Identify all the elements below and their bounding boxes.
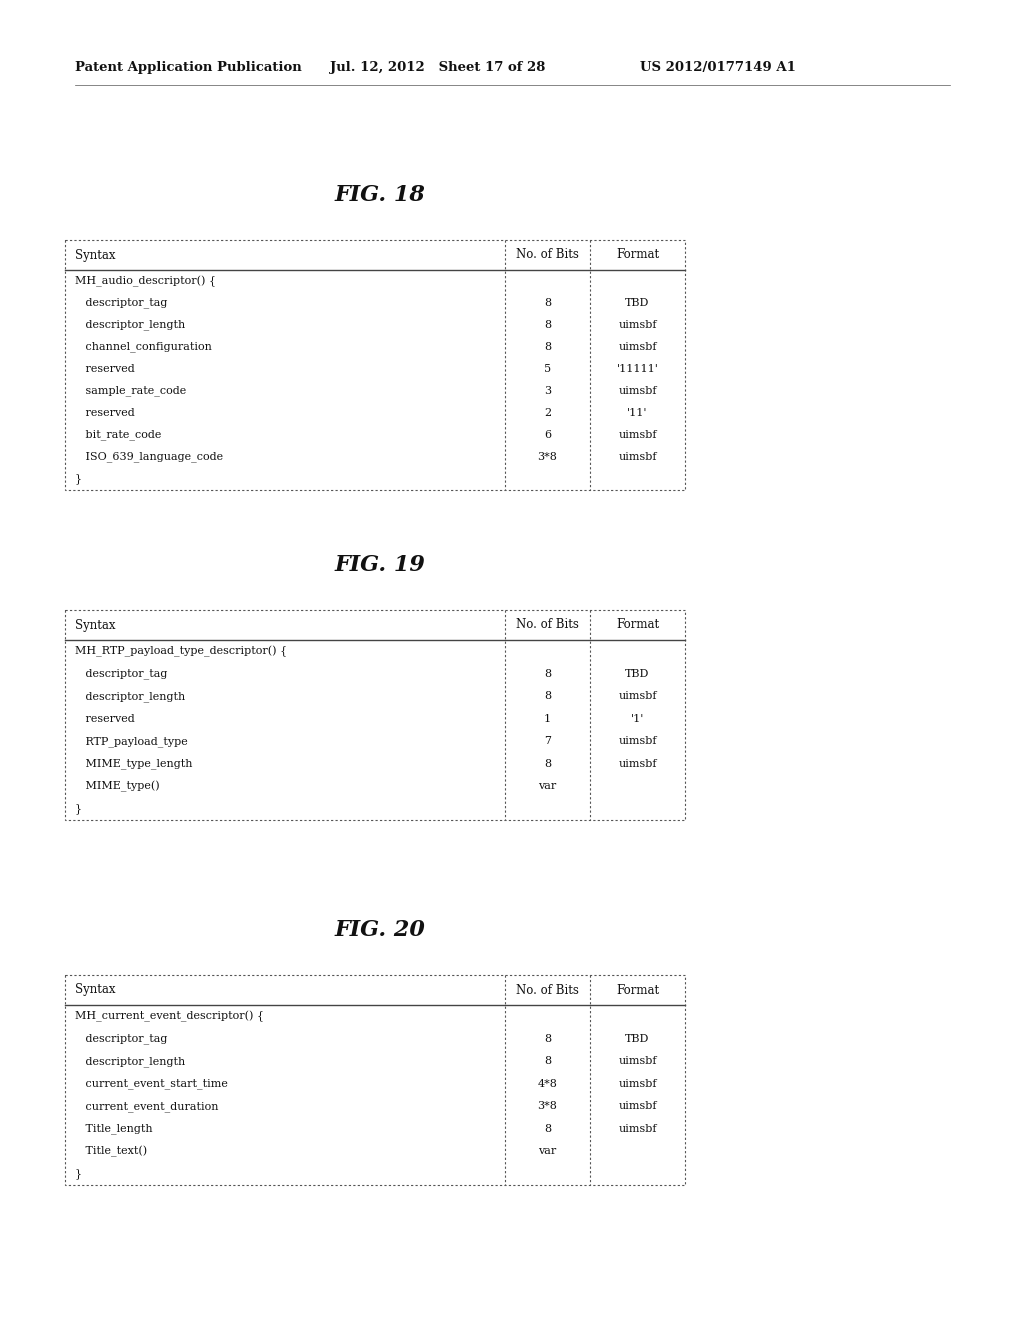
Text: US 2012/0177149 A1: US 2012/0177149 A1 bbox=[640, 62, 796, 74]
Text: Format: Format bbox=[616, 248, 659, 261]
Text: Format: Format bbox=[616, 619, 659, 631]
Text: uimsbf: uimsbf bbox=[618, 1123, 656, 1134]
Text: 8: 8 bbox=[544, 759, 551, 768]
Text: uimsbf: uimsbf bbox=[618, 1056, 656, 1067]
Text: Syntax: Syntax bbox=[75, 248, 116, 261]
Text: descriptor_tag: descriptor_tag bbox=[75, 1034, 167, 1044]
Text: uimsbf: uimsbf bbox=[618, 430, 656, 440]
Text: No. of Bits: No. of Bits bbox=[516, 983, 579, 997]
Text: Jul. 12, 2012   Sheet 17 of 28: Jul. 12, 2012 Sheet 17 of 28 bbox=[330, 62, 546, 74]
Text: '11111': '11111' bbox=[616, 364, 658, 374]
Text: uimsbf: uimsbf bbox=[618, 737, 656, 746]
Text: 6: 6 bbox=[544, 430, 551, 440]
Text: TBD: TBD bbox=[626, 1034, 649, 1044]
Text: 2: 2 bbox=[544, 408, 551, 418]
Text: uimsbf: uimsbf bbox=[618, 1101, 656, 1111]
Text: Syntax: Syntax bbox=[75, 983, 116, 997]
Text: No. of Bits: No. of Bits bbox=[516, 248, 579, 261]
Text: '11': '11' bbox=[628, 408, 648, 418]
Text: bit_rate_code: bit_rate_code bbox=[75, 429, 162, 441]
Text: FIG. 19: FIG. 19 bbox=[335, 554, 425, 576]
Text: MH_current_event_descriptor() {: MH_current_event_descriptor() { bbox=[75, 1011, 264, 1022]
Text: 8: 8 bbox=[544, 669, 551, 678]
Text: MH_audio_descriptor() {: MH_audio_descriptor() { bbox=[75, 276, 216, 286]
Text: 8: 8 bbox=[544, 1123, 551, 1134]
Text: Patent Application Publication: Patent Application Publication bbox=[75, 62, 302, 74]
Text: 7: 7 bbox=[544, 737, 551, 746]
Text: 4*8: 4*8 bbox=[538, 1078, 557, 1089]
Text: uimsbf: uimsbf bbox=[618, 1078, 656, 1089]
Text: Title_text(): Title_text() bbox=[75, 1146, 147, 1156]
Text: Format: Format bbox=[616, 983, 659, 997]
Text: uimsbf: uimsbf bbox=[618, 342, 656, 352]
Text: MIME_type(): MIME_type() bbox=[75, 780, 160, 792]
Text: descriptor_length: descriptor_length bbox=[75, 1056, 185, 1067]
Bar bbox=[65, 610, 685, 820]
Text: uimsbf: uimsbf bbox=[618, 759, 656, 768]
Text: FIG. 20: FIG. 20 bbox=[335, 919, 425, 941]
Text: }: } bbox=[75, 804, 82, 814]
Text: TBD: TBD bbox=[626, 298, 649, 308]
Text: descriptor_tag: descriptor_tag bbox=[75, 297, 167, 309]
Text: 8: 8 bbox=[544, 1034, 551, 1044]
Text: reserved: reserved bbox=[75, 408, 135, 418]
Text: reserved: reserved bbox=[75, 364, 135, 374]
Text: channel_configuration: channel_configuration bbox=[75, 342, 212, 352]
Text: FIG. 18: FIG. 18 bbox=[335, 183, 425, 206]
Text: ISO_639_language_code: ISO_639_language_code bbox=[75, 451, 223, 462]
Text: descriptor_tag: descriptor_tag bbox=[75, 668, 167, 678]
Text: TBD: TBD bbox=[626, 669, 649, 678]
Text: Title_length: Title_length bbox=[75, 1123, 153, 1134]
Text: 3*8: 3*8 bbox=[538, 451, 557, 462]
Text: MH_RTP_payload_type_descriptor() {: MH_RTP_payload_type_descriptor() { bbox=[75, 645, 287, 657]
Text: uimsbf: uimsbf bbox=[618, 692, 656, 701]
Text: 8: 8 bbox=[544, 692, 551, 701]
Text: Syntax: Syntax bbox=[75, 619, 116, 631]
Text: descriptor_length: descriptor_length bbox=[75, 690, 185, 702]
Text: reserved: reserved bbox=[75, 714, 135, 723]
Text: 8: 8 bbox=[544, 1056, 551, 1067]
Text: uimsbf: uimsbf bbox=[618, 451, 656, 462]
Text: }: } bbox=[75, 1168, 82, 1179]
Text: '1': '1' bbox=[631, 714, 644, 723]
Text: descriptor_length: descriptor_length bbox=[75, 319, 185, 330]
Text: current_event_duration: current_event_duration bbox=[75, 1101, 218, 1111]
Text: 8: 8 bbox=[544, 319, 551, 330]
Text: No. of Bits: No. of Bits bbox=[516, 619, 579, 631]
Text: var: var bbox=[539, 781, 557, 791]
Text: RTP_payload_type: RTP_payload_type bbox=[75, 735, 187, 747]
Text: current_event_start_time: current_event_start_time bbox=[75, 1078, 228, 1089]
Text: var: var bbox=[539, 1146, 557, 1156]
Text: 5: 5 bbox=[544, 364, 551, 374]
Text: 1: 1 bbox=[544, 714, 551, 723]
Text: uimsbf: uimsbf bbox=[618, 385, 656, 396]
Text: }: } bbox=[75, 474, 82, 484]
Text: 3: 3 bbox=[544, 385, 551, 396]
Text: 8: 8 bbox=[544, 298, 551, 308]
Bar bbox=[65, 975, 685, 1185]
Text: 3*8: 3*8 bbox=[538, 1101, 557, 1111]
Bar bbox=[65, 240, 685, 490]
Text: 8: 8 bbox=[544, 342, 551, 352]
Text: uimsbf: uimsbf bbox=[618, 319, 656, 330]
Text: MIME_type_length: MIME_type_length bbox=[75, 759, 193, 770]
Text: sample_rate_code: sample_rate_code bbox=[75, 385, 186, 396]
